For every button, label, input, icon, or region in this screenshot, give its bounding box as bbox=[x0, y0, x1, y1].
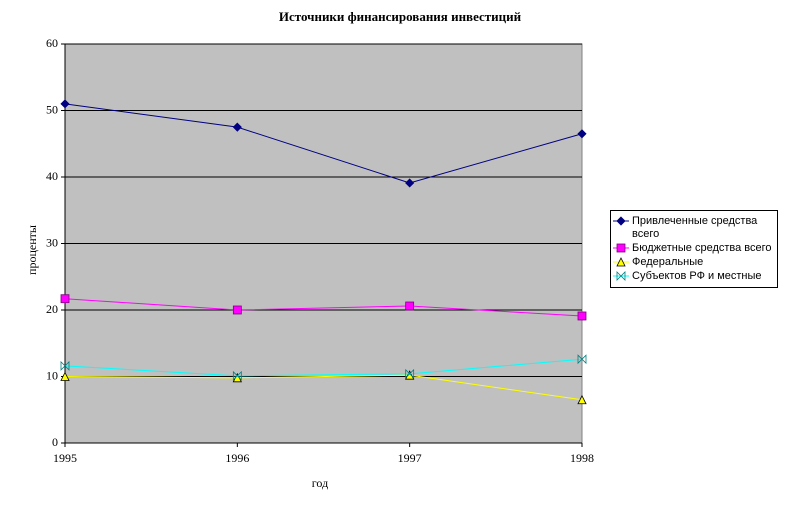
marker bbox=[616, 216, 626, 226]
marker bbox=[232, 370, 242, 381]
marker bbox=[577, 394, 587, 405]
x-tick-label: 1998 bbox=[570, 451, 594, 465]
marker bbox=[232, 122, 242, 132]
legend-swatch bbox=[613, 243, 629, 253]
y-tick-label: 0 bbox=[52, 435, 58, 449]
x-tick-label: 1996 bbox=[225, 451, 249, 465]
x-tick-label: 1997 bbox=[398, 451, 422, 465]
series-line bbox=[64, 103, 583, 184]
marker bbox=[232, 305, 242, 315]
series-line bbox=[64, 358, 583, 377]
marker bbox=[60, 99, 70, 109]
chart-title: Источники финансирования инвестиций bbox=[279, 9, 522, 24]
series-line bbox=[64, 298, 583, 317]
series-line bbox=[64, 374, 583, 401]
marker bbox=[577, 311, 587, 321]
legend-swatch bbox=[613, 257, 629, 267]
legend-item: Бюджетные средства всего bbox=[613, 242, 775, 255]
legend-label: Федеральные bbox=[632, 256, 704, 268]
x-tick-label: 1995 bbox=[53, 451, 77, 465]
legend-label: Субъектов РФ и местные bbox=[632, 270, 762, 282]
y-tick-label: 60 bbox=[46, 36, 58, 50]
y-axis-label: проценты bbox=[25, 225, 39, 275]
marker bbox=[577, 354, 587, 365]
marker bbox=[616, 257, 626, 267]
marker bbox=[405, 370, 415, 380]
x-axis-label: год bbox=[312, 476, 328, 490]
legend-item: Привлеченные средства всего bbox=[613, 215, 775, 241]
y-tick-label: 20 bbox=[46, 302, 58, 316]
legend-item: Федеральные bbox=[613, 256, 775, 269]
legend-item: Субъектов РФ и местные bbox=[613, 270, 775, 283]
marker bbox=[405, 301, 415, 311]
marker bbox=[60, 371, 70, 381]
marker bbox=[60, 294, 70, 304]
y-tick-label: 10 bbox=[46, 368, 58, 382]
legend-swatch bbox=[613, 216, 629, 226]
y-tick-label: 30 bbox=[46, 235, 58, 249]
y-tick-label: 50 bbox=[46, 102, 58, 116]
legend-label: Бюджетные средства всего bbox=[632, 242, 772, 254]
legend-label: Привлеченные средства всего bbox=[632, 215, 758, 240]
marker bbox=[577, 129, 587, 139]
marker bbox=[405, 178, 415, 188]
legend-swatch bbox=[613, 271, 629, 281]
marker bbox=[616, 271, 626, 281]
marker bbox=[616, 243, 626, 253]
marker bbox=[405, 368, 415, 379]
marker bbox=[60, 360, 70, 371]
legend: Привлеченные средства всего Бюджетные сре… bbox=[610, 210, 778, 288]
y-tick-label: 40 bbox=[46, 169, 58, 183]
